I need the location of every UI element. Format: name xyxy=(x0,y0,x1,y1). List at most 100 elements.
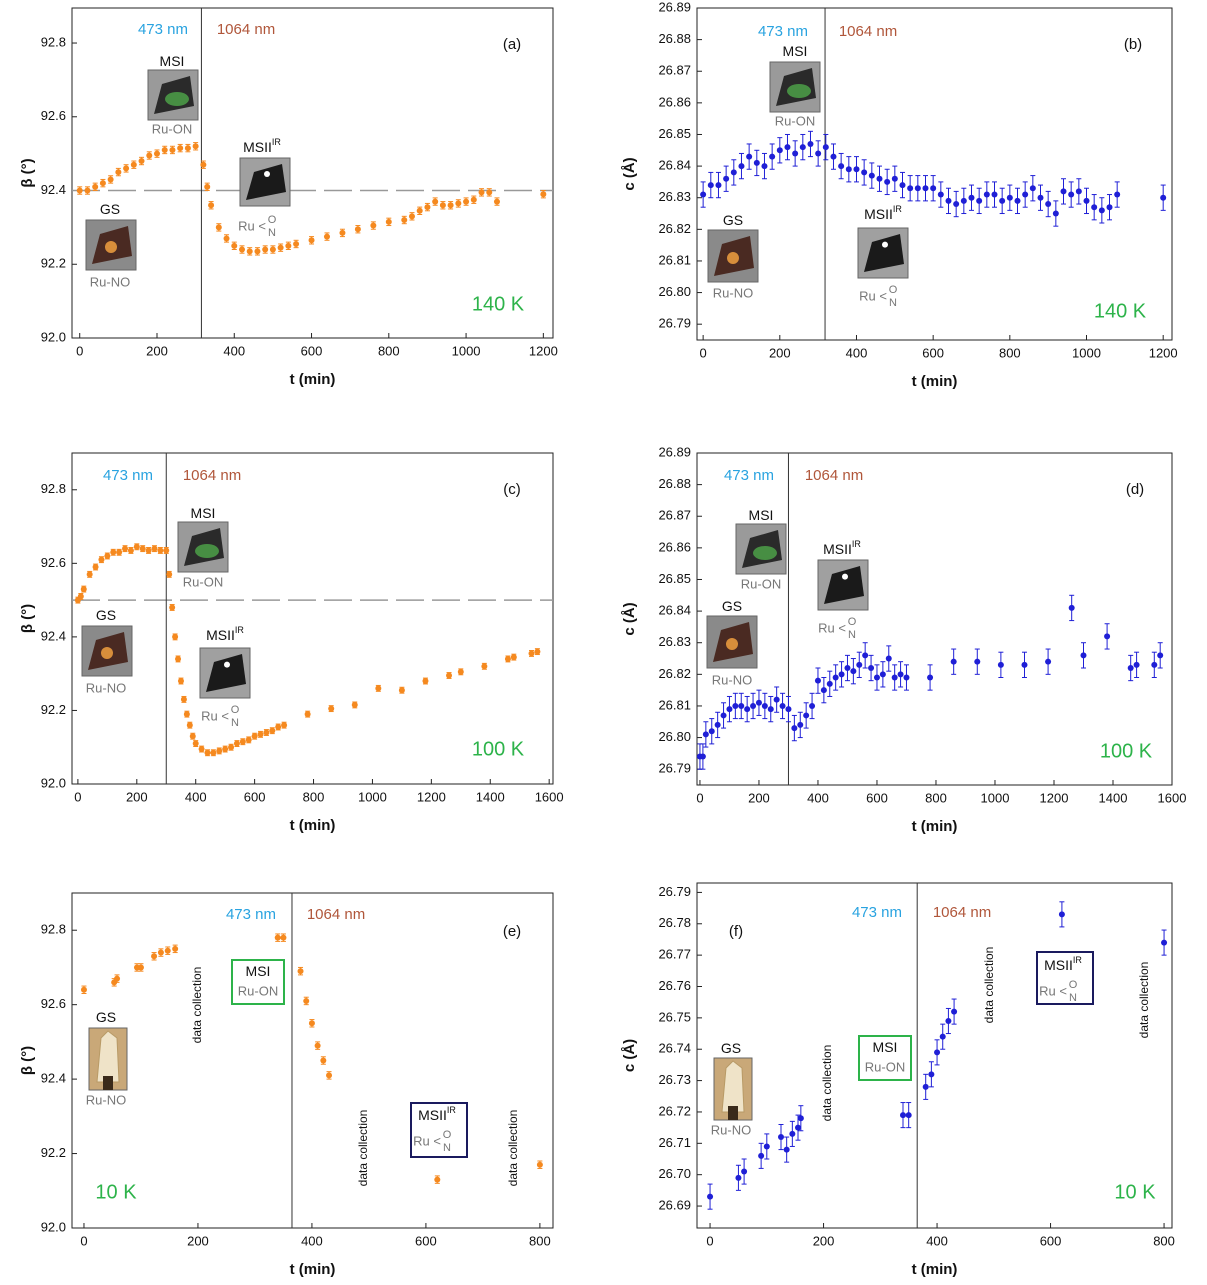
data-point xyxy=(708,728,715,735)
data-point xyxy=(157,949,164,956)
data-point xyxy=(785,706,792,713)
data-point xyxy=(164,947,171,954)
data-point xyxy=(204,183,211,190)
data-point xyxy=(1058,911,1065,918)
data-point xyxy=(715,182,722,189)
x-tick-label: 1000 xyxy=(1072,345,1101,360)
crystal-mount xyxy=(728,1106,738,1120)
data-point xyxy=(223,235,230,242)
panel-label: (e) xyxy=(503,923,521,940)
x-axis-label: t (min) xyxy=(912,818,958,835)
data-point xyxy=(776,147,783,154)
state-name-text: MSII xyxy=(243,139,272,155)
state-superscript: IR xyxy=(1073,955,1083,965)
x-axis-label: t (min) xyxy=(290,371,336,388)
state-name-text: MSII xyxy=(864,206,893,222)
data-point xyxy=(1127,665,1134,672)
x-tick-label: 0 xyxy=(76,343,83,358)
temperature-label: 140 K xyxy=(1094,300,1147,322)
data-point xyxy=(723,175,730,182)
data-point xyxy=(830,153,837,160)
data-point xyxy=(297,968,304,975)
plot-frame xyxy=(71,452,554,785)
data-point xyxy=(157,547,164,554)
data-point xyxy=(314,1042,321,1049)
data-point xyxy=(398,687,405,694)
data-point xyxy=(914,185,921,192)
data-point xyxy=(761,702,768,709)
x-tick-label: 1200 xyxy=(529,343,558,358)
data-point xyxy=(145,547,152,554)
data-point xyxy=(180,696,187,703)
data-point xyxy=(707,1193,714,1200)
state-name: GS xyxy=(96,607,116,623)
state-formula: Ru-ON xyxy=(183,574,223,589)
data-point xyxy=(84,187,91,194)
data-point xyxy=(146,152,153,159)
pump-label: 473 nm xyxy=(103,467,153,484)
data-point xyxy=(820,687,827,694)
data-point xyxy=(137,964,144,971)
y-tick-label: 26.79 xyxy=(658,884,691,899)
data-collection-label: data collection xyxy=(190,967,204,1044)
data-point xyxy=(277,244,284,251)
x-tick-label: 600 xyxy=(301,343,323,358)
data-point xyxy=(204,749,211,756)
x-tick-label: 1600 xyxy=(535,789,564,804)
data-point xyxy=(730,169,737,176)
data-point xyxy=(245,736,252,743)
formula-bottom: N xyxy=(268,227,276,239)
state-name-text: GS xyxy=(721,1040,741,1056)
data-point xyxy=(172,945,179,952)
x-tick-label: 400 xyxy=(846,345,868,360)
data-point xyxy=(1133,661,1140,668)
x-tick-label: 600 xyxy=(244,789,266,804)
data-point xyxy=(799,144,806,151)
data-point xyxy=(493,198,500,205)
x-tick-label: 1400 xyxy=(476,789,505,804)
data-point xyxy=(945,197,952,204)
data-point xyxy=(375,685,382,692)
y-axis-label: β (°) xyxy=(19,158,36,187)
y-tick-label: 92.8 xyxy=(41,34,66,49)
crystal-mount xyxy=(103,1076,113,1090)
data-point xyxy=(784,144,791,151)
data-point xyxy=(434,1176,441,1183)
data-point xyxy=(769,153,776,160)
data-point xyxy=(1068,604,1075,611)
state-name: MSIIIR xyxy=(418,1105,456,1122)
data-point xyxy=(930,185,937,192)
data-point xyxy=(1029,185,1036,192)
data-point xyxy=(753,159,760,166)
data-point xyxy=(239,738,246,745)
glow xyxy=(787,84,811,98)
x-tick-label: 200 xyxy=(146,343,168,358)
data-point xyxy=(308,237,315,244)
data-collection-label: data collection xyxy=(356,1110,370,1187)
data-point xyxy=(169,146,176,153)
data-point xyxy=(845,166,852,173)
plot-frame xyxy=(71,892,554,1229)
data-point xyxy=(354,226,361,233)
data-point xyxy=(151,545,158,552)
data-point xyxy=(416,207,423,214)
data-point xyxy=(123,165,130,172)
data-point xyxy=(257,731,264,738)
y-tick-label: 26.72 xyxy=(658,1103,691,1118)
data-point xyxy=(163,547,170,554)
data-point xyxy=(773,696,780,703)
data-point xyxy=(246,248,253,255)
y-tick-label: 26.86 xyxy=(658,539,691,554)
state-name: GS xyxy=(722,598,742,614)
data-point xyxy=(432,198,439,205)
y-tick-label: 92.2 xyxy=(41,702,66,717)
x-tick-label: 200 xyxy=(769,345,791,360)
data-point xyxy=(1021,661,1028,668)
x-tick-label: 200 xyxy=(126,789,148,804)
data-point xyxy=(822,144,829,151)
data-point xyxy=(826,680,833,687)
data-point xyxy=(478,189,485,196)
data-point xyxy=(536,1161,543,1168)
state-formula: Ru-ON xyxy=(865,1059,905,1074)
x-tick-label: 1200 xyxy=(1040,790,1069,805)
